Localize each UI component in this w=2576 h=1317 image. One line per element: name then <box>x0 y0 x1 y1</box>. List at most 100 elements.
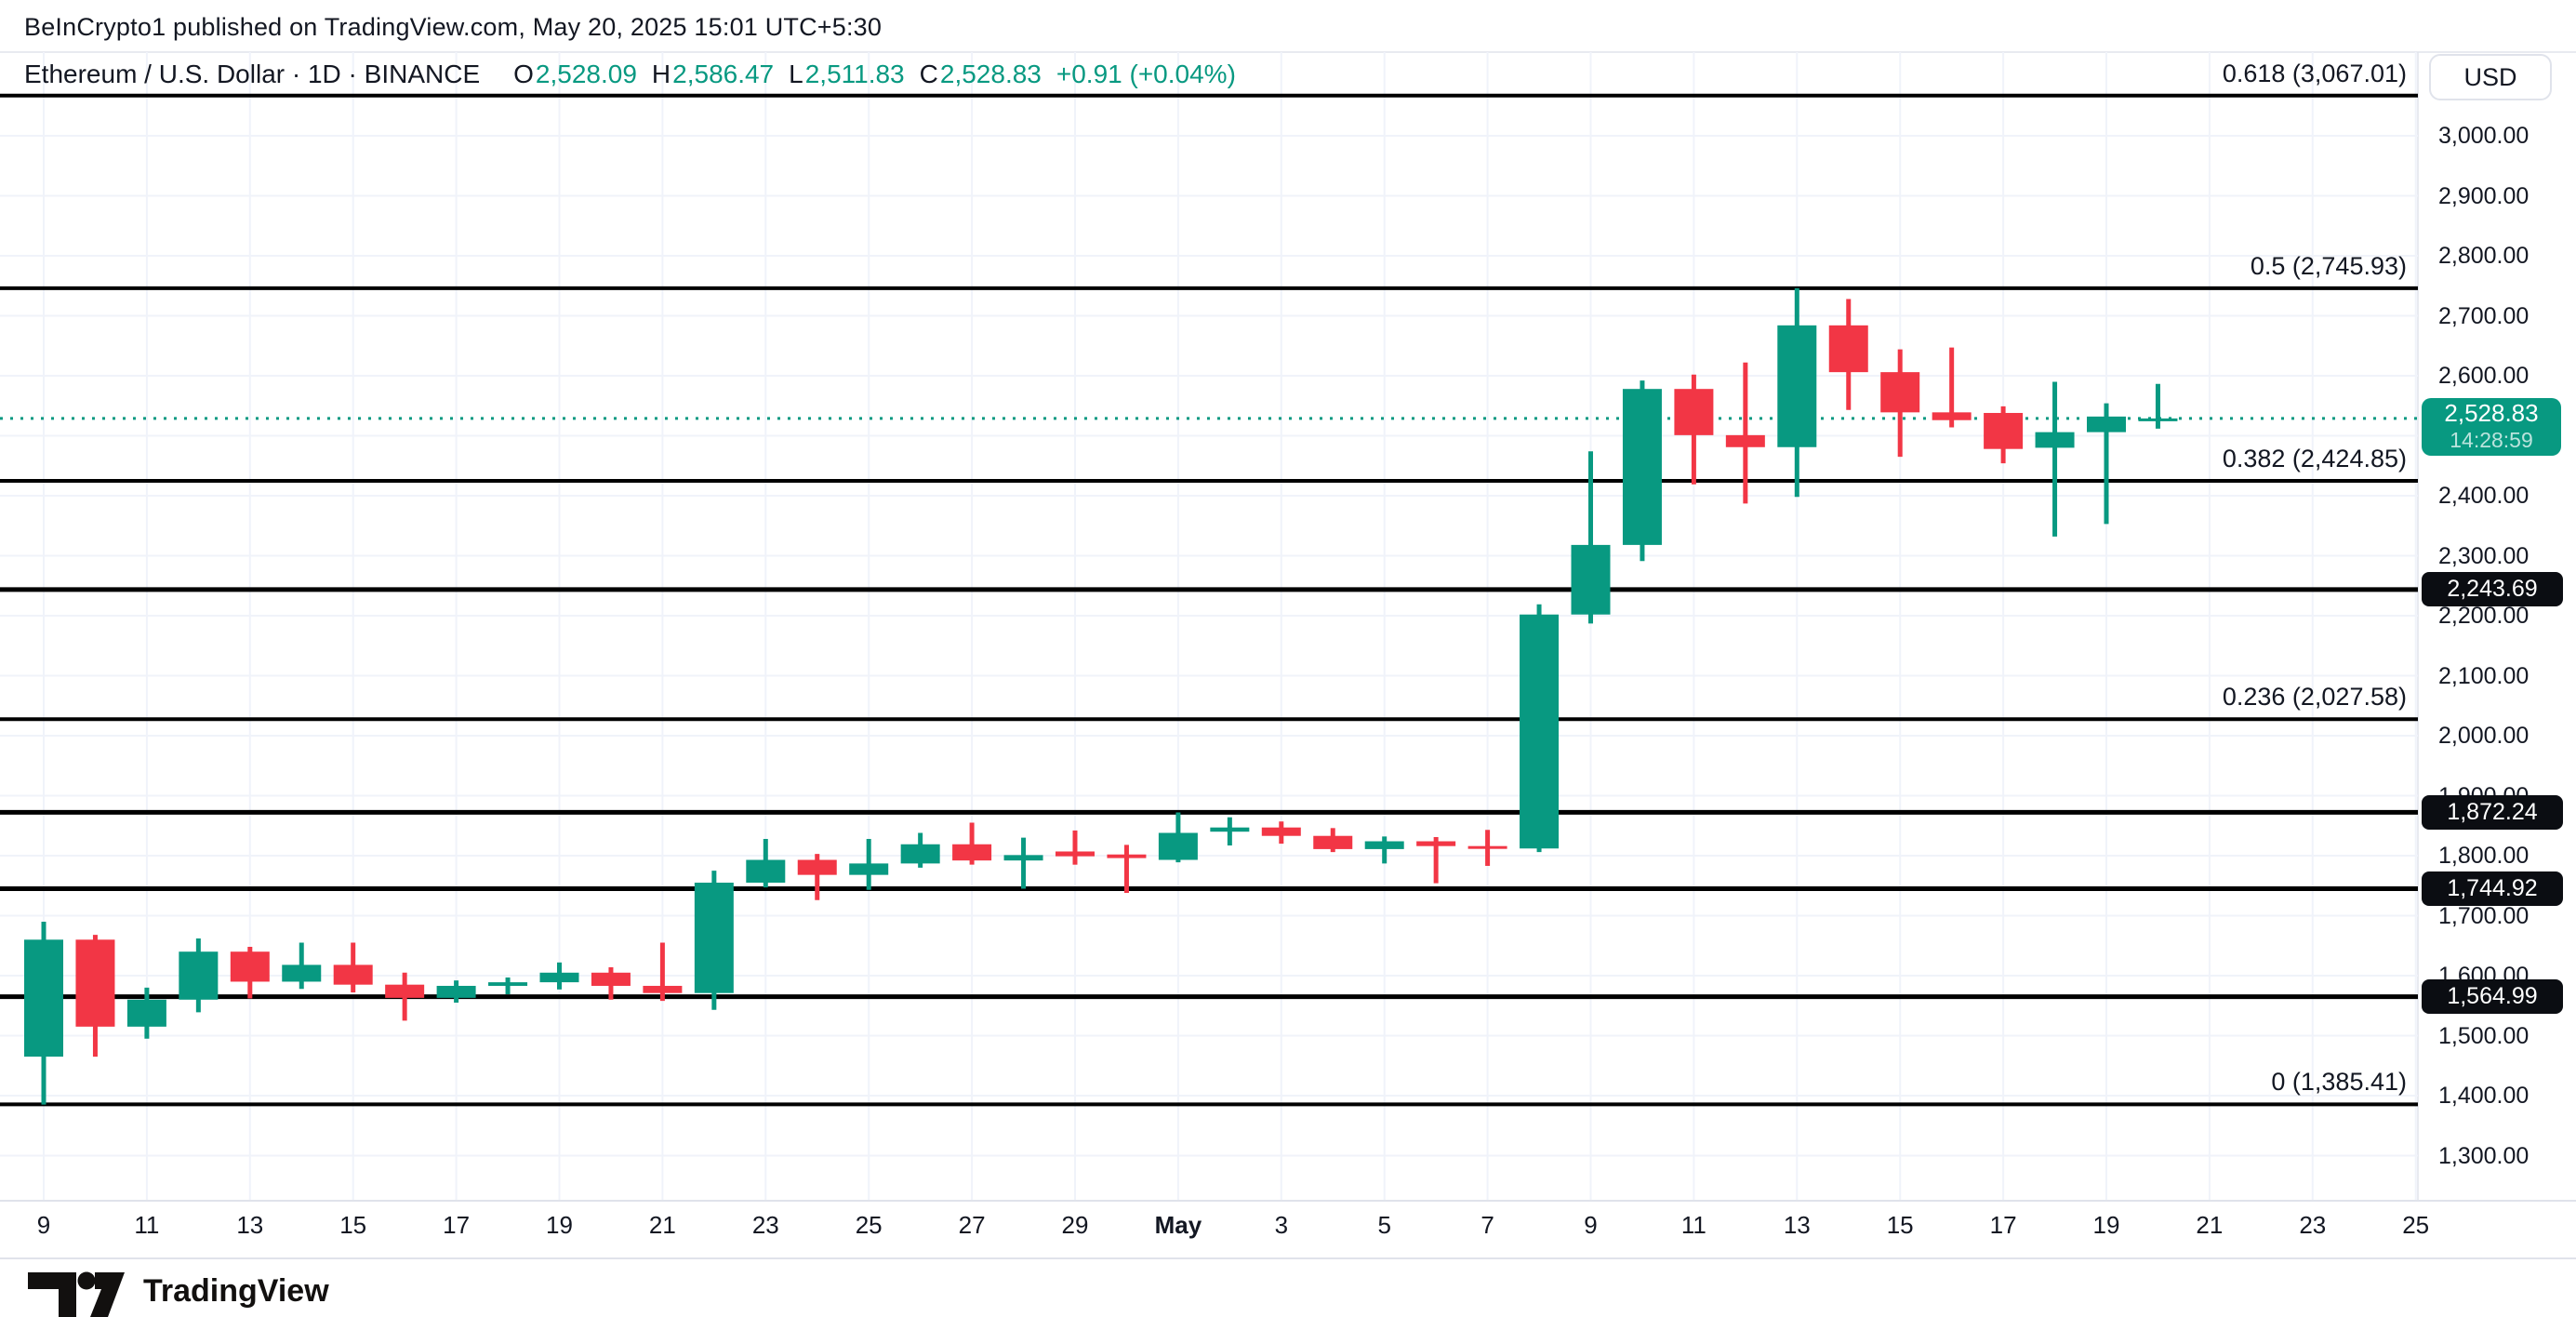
candle[interactable] <box>591 972 631 986</box>
tradingview-logo-icon <box>28 1271 125 1317</box>
time-axis-tick: 19 <box>2092 1211 2120 1239</box>
symbol-ohlc-row: Ethereum / U.S. Dollar · 1D · BINANCE O2,… <box>24 60 1236 89</box>
candle[interactable] <box>746 859 786 884</box>
ohlc-value: 2,586.47 <box>672 60 775 88</box>
currency-toggle-button[interactable]: USD <box>2429 54 2552 100</box>
candle[interactable] <box>849 863 889 875</box>
candle[interactable] <box>1622 389 1662 545</box>
candle[interactable] <box>126 999 166 1027</box>
time-axis-tick: 21 <box>2196 1211 2224 1239</box>
fib-level-label: 0.5 (2,745.93) <box>2250 251 2407 280</box>
candle[interactable] <box>1158 832 1198 860</box>
candle[interactable] <box>539 972 579 983</box>
candle[interactable] <box>1003 855 1043 861</box>
candle-countdown-timer: 14:28:59 <box>2450 427 2533 452</box>
candle[interactable] <box>2087 416 2126 432</box>
candle[interactable] <box>1571 544 1611 615</box>
candle[interactable] <box>282 964 322 982</box>
time-axis-bottom-border <box>0 1257 2576 1259</box>
current-price-badge: 2,528.83 14:28:59 <box>2422 397 2561 456</box>
candle[interactable] <box>1984 412 2024 449</box>
price-axis-tick: 2,100.00 <box>2438 662 2530 689</box>
time-axis-tick: 19 <box>546 1211 573 1239</box>
candle[interactable] <box>1364 841 1404 849</box>
candle[interactable] <box>1467 845 1507 849</box>
candle[interactable] <box>1828 325 1868 373</box>
fib-level-label: 0 (1,385.41) <box>2271 1068 2407 1097</box>
price-axis-tick: 1,400.00 <box>2438 1083 2530 1109</box>
candle[interactable] <box>230 951 270 982</box>
time-axis-tick: 9 <box>1584 1211 1598 1239</box>
candle[interactable] <box>179 951 219 1000</box>
candle[interactable] <box>1880 372 1920 413</box>
candle[interactable] <box>2138 418 2178 421</box>
time-axis-tick: 3 <box>1274 1211 1289 1239</box>
price-line-badge: 2,243.69 <box>2422 572 2563 607</box>
price-axis-tick: 2,800.00 <box>2438 243 2530 269</box>
attribution-text: BeInCrypto1 published on TradingView.com… <box>24 13 883 41</box>
ohlc-value: 2,511.83 <box>804 60 905 88</box>
candle[interactable] <box>1674 389 1714 435</box>
tradingview-logo[interactable]: TradingView <box>28 1265 329 1317</box>
tradingview-logo-text: TradingView <box>143 1272 329 1309</box>
symbol-title[interactable]: Ethereum / U.S. Dollar · 1D · BINANCE <box>24 60 481 88</box>
price-axis-tick: 1,300.00 <box>2438 1142 2530 1169</box>
candle[interactable] <box>952 844 992 861</box>
ohlc-readout: O2,528.09 H2,586.47 L2,511.83 C2,528.83 <box>498 60 1042 88</box>
price-axis-tick: 2,200.00 <box>2438 603 2530 629</box>
ohlc-label: C <box>919 60 938 88</box>
time-axis-tick: 23 <box>2299 1211 2327 1239</box>
fib-level-label: 0.236 (2,027.58) <box>2222 683 2407 712</box>
candle[interactable] <box>1520 614 1560 849</box>
candle[interactable] <box>1725 434 1765 447</box>
price-axis-tick: 1,800.00 <box>2438 843 2530 869</box>
time-axis-tick: 27 <box>958 1211 986 1239</box>
ohlc-label: H <box>651 60 671 88</box>
ohlc-value: 2,528.83 <box>939 60 1042 88</box>
time-axis-tick: 13 <box>236 1211 264 1239</box>
candle[interactable] <box>385 984 425 998</box>
price-axis-tick: 2,600.00 <box>2438 363 2530 389</box>
candle[interactable] <box>333 964 373 985</box>
candle[interactable] <box>1056 851 1095 857</box>
candle[interactable] <box>1777 325 1817 447</box>
candle[interactable] <box>797 859 837 875</box>
candle[interactable] <box>1210 827 1250 832</box>
candle[interactable] <box>488 982 528 986</box>
time-axis-tick: 5 <box>1377 1211 1391 1239</box>
time-axis-tick: 7 <box>1481 1211 1494 1239</box>
candle[interactable] <box>1416 841 1456 846</box>
price-line-badge: 1,564.99 <box>2422 979 2563 1015</box>
time-axis-tick: 17 <box>443 1211 471 1239</box>
fib-level-label: 0.382 (2,424.85) <box>2222 444 2407 472</box>
time-axis-tick: 15 <box>339 1211 367 1239</box>
time-axis-tick: 11 <box>1680 1211 1706 1239</box>
ohlc-value: 2,528.09 <box>535 60 637 88</box>
time-axis-tick: 15 <box>1886 1211 1914 1239</box>
candle[interactable] <box>1932 412 1972 420</box>
price-axis-tick: 2,400.00 <box>2438 483 2530 509</box>
price-axis-tick: 1,700.00 <box>2438 902 2530 929</box>
candle[interactable] <box>436 985 476 998</box>
change-value: +0.91 (+0.04%) <box>1056 60 1236 88</box>
candle[interactable] <box>75 939 115 1027</box>
candle[interactable] <box>643 985 683 993</box>
ohlc-label: O <box>513 60 534 88</box>
time-axis-tick: 11 <box>134 1211 160 1239</box>
time-axis-tick: 9 <box>36 1211 51 1239</box>
fib-level-label: 0.618 (3,067.01) <box>2222 59 2407 87</box>
time-axis-tick: 25 <box>855 1211 883 1239</box>
price-axis-tick: 1,500.00 <box>2438 1022 2530 1049</box>
price-axis-tick: 2,900.00 <box>2438 182 2530 209</box>
candle[interactable] <box>1313 835 1353 849</box>
candle[interactable] <box>24 939 63 1058</box>
candle[interactable] <box>1107 854 1147 858</box>
candle[interactable] <box>1261 827 1301 836</box>
time-axis-tick: 29 <box>1061 1211 1089 1239</box>
time-axis-top-border <box>0 1200 2576 1202</box>
candle[interactable] <box>2035 432 2075 448</box>
candle[interactable] <box>694 883 734 993</box>
price-line-badge: 1,872.24 <box>2422 794 2563 830</box>
candle[interactable] <box>900 844 940 864</box>
